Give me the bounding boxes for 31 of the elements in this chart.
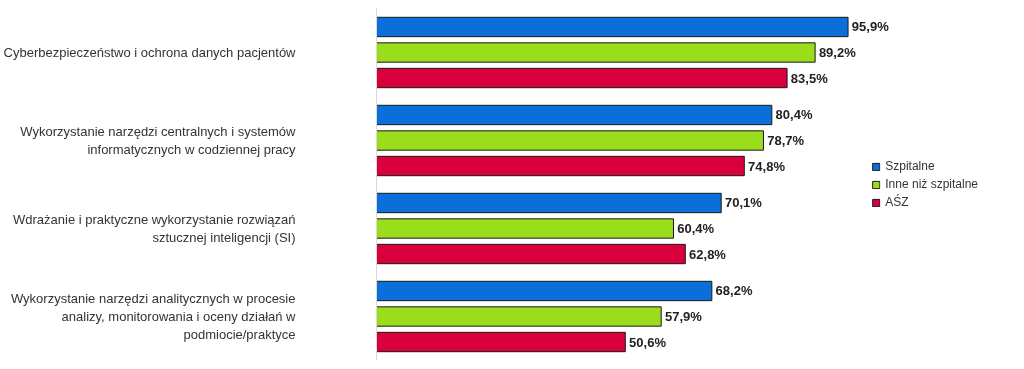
data-label: 68,2% [715, 283, 753, 299]
bar [376, 16, 849, 38]
data-label: 57,9% [664, 309, 703, 324]
y-tick-label: Wykorzystanie narzędzi centralnych i systemów informatycznych w codziennej pracy [20, 124, 297, 157]
data-label: 70,1% [724, 195, 763, 211]
bar [376, 67, 788, 89]
data-label: 74,8% [748, 158, 786, 174]
bar [376, 42, 816, 63]
data-label: 80,4% [775, 107, 813, 123]
legend-label: AŚZ [885, 195, 909, 209]
data-label: 89,2% [818, 45, 857, 60]
bar [376, 280, 713, 302]
data-label: 78,7% [767, 133, 805, 148]
data-label: 50,6% [629, 334, 667, 350]
data-label: 62,8% [689, 246, 727, 262]
bar [376, 155, 745, 177]
data-label: 60,4% [677, 221, 715, 236]
bar [376, 306, 662, 327]
data-label: 95,9% [851, 19, 890, 35]
data-label: 83,5% [790, 70, 829, 86]
y-tick-label: Cyberbezpieczeństwo i ochrona danych pacjentów [3, 45, 297, 60]
y-tick-label: Wykorzystanie narzędzi analitycznych w procesie analizy, monitorowania i oceny działań w podmiocie/praktyce [10, 291, 297, 342]
bar [376, 192, 722, 214]
bar [376, 218, 674, 239]
legend-label: Szpitalne [885, 159, 935, 173]
bar [376, 104, 773, 126]
legend-label: Inne niż szpitalne [885, 177, 978, 191]
y-tick-label: Wdrażanie i praktyczne wykorzystanie rozwiązań sztucznej inteligencji (SI) [13, 212, 296, 245]
bar [376, 331, 626, 353]
bar [376, 243, 686, 265]
bar [376, 130, 764, 151]
